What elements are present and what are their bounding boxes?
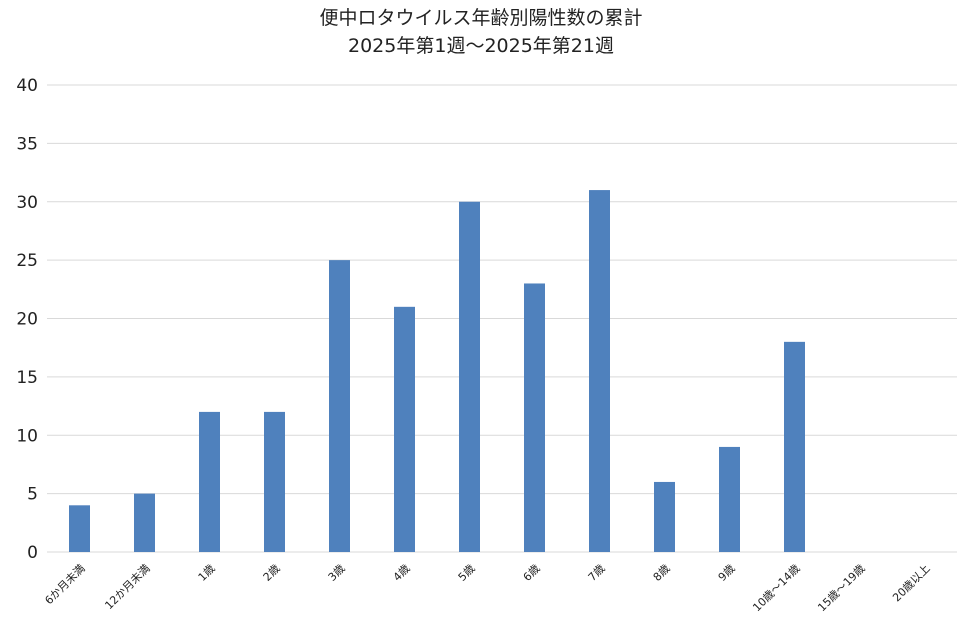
bar bbox=[199, 411, 220, 552]
bar bbox=[719, 446, 740, 552]
bar bbox=[329, 260, 350, 552]
bar bbox=[589, 190, 610, 552]
x-tick-label: 6か月未満 bbox=[42, 562, 87, 607]
bar bbox=[394, 306, 415, 552]
y-tick-label: 5 bbox=[27, 485, 38, 505]
x-tick-label: 5歳 bbox=[456, 562, 478, 584]
y-tick-label: 35 bbox=[16, 134, 38, 154]
bar bbox=[654, 481, 675, 552]
y-tick-label: 10 bbox=[16, 426, 38, 446]
bar bbox=[524, 283, 545, 552]
y-tick-label: 25 bbox=[16, 251, 38, 271]
x-tick-label: 2歳 bbox=[261, 562, 283, 584]
y-tick-label: 20 bbox=[16, 310, 38, 330]
bar bbox=[784, 341, 805, 552]
bar bbox=[264, 411, 285, 552]
x-tick-label: 6歳 bbox=[521, 562, 543, 584]
x-tick-label: 1歳 bbox=[196, 562, 218, 584]
x-tick-label: 12か月未満 bbox=[102, 562, 152, 612]
y-tick-label: 40 bbox=[16, 76, 38, 96]
x-tick-label: 15歳〜19歳 bbox=[815, 562, 867, 614]
chart-subtitle: 2025年第1週〜2025年第21週 bbox=[348, 35, 614, 57]
bar bbox=[459, 201, 480, 552]
x-tick-label: 9歳 bbox=[716, 562, 738, 584]
x-tick-label: 7歳 bbox=[586, 562, 608, 584]
x-tick-label: 20歳以上 bbox=[890, 562, 932, 604]
bar bbox=[69, 505, 90, 552]
y-tick-label: 0 bbox=[27, 543, 38, 563]
x-tick-label: 4歳 bbox=[391, 562, 413, 584]
chart-title: 便中ロタウイルス年齢別陽性数の累計 bbox=[319, 7, 643, 29]
y-tick-label: 30 bbox=[16, 193, 38, 213]
x-tick-label: 10歳〜14歳 bbox=[750, 562, 802, 614]
y-tick-label: 15 bbox=[16, 368, 38, 388]
x-tick-label: 3歳 bbox=[326, 562, 348, 584]
x-tick-label: 8歳 bbox=[651, 562, 673, 584]
bar bbox=[134, 493, 155, 552]
